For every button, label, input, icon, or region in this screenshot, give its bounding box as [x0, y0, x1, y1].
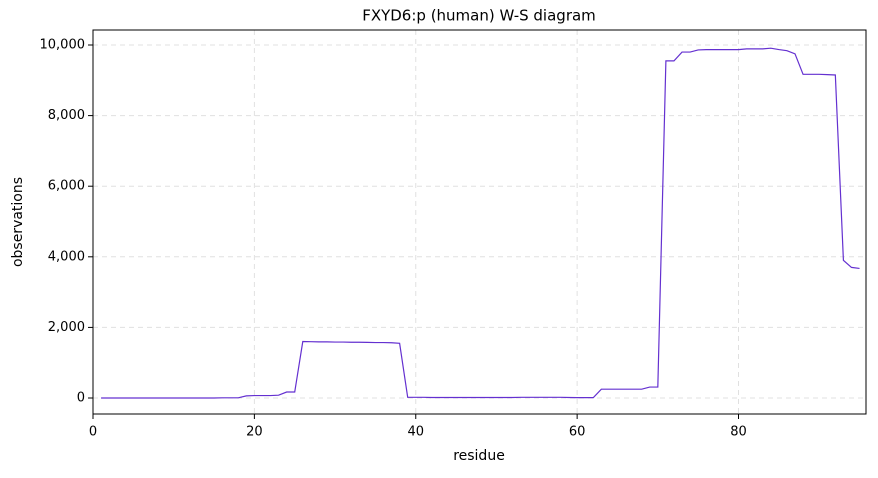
x-tick-label: 40 — [407, 425, 424, 440]
y-tick-label: 10,000 — [40, 38, 86, 53]
y-tick-label: 2,000 — [48, 320, 85, 335]
y-tick-label: 8,000 — [48, 108, 85, 123]
x-tick-label: 80 — [730, 425, 747, 440]
x-axis-label: residue — [453, 448, 505, 464]
x-tick-label: 0 — [89, 425, 97, 440]
y-tick-label: 0 — [77, 391, 85, 406]
x-tick-label: 60 — [569, 425, 586, 440]
plot-frame — [92, 29, 867, 415]
x-tick-label: 20 — [246, 425, 263, 440]
chart-title: FXYD6:p (human) W-S diagram — [362, 7, 596, 25]
y-tick-label: 4,000 — [48, 249, 85, 264]
y-tick-label: 6,000 — [48, 179, 85, 194]
y-axis-label: observations — [10, 177, 26, 267]
data-line — [101, 47, 860, 399]
